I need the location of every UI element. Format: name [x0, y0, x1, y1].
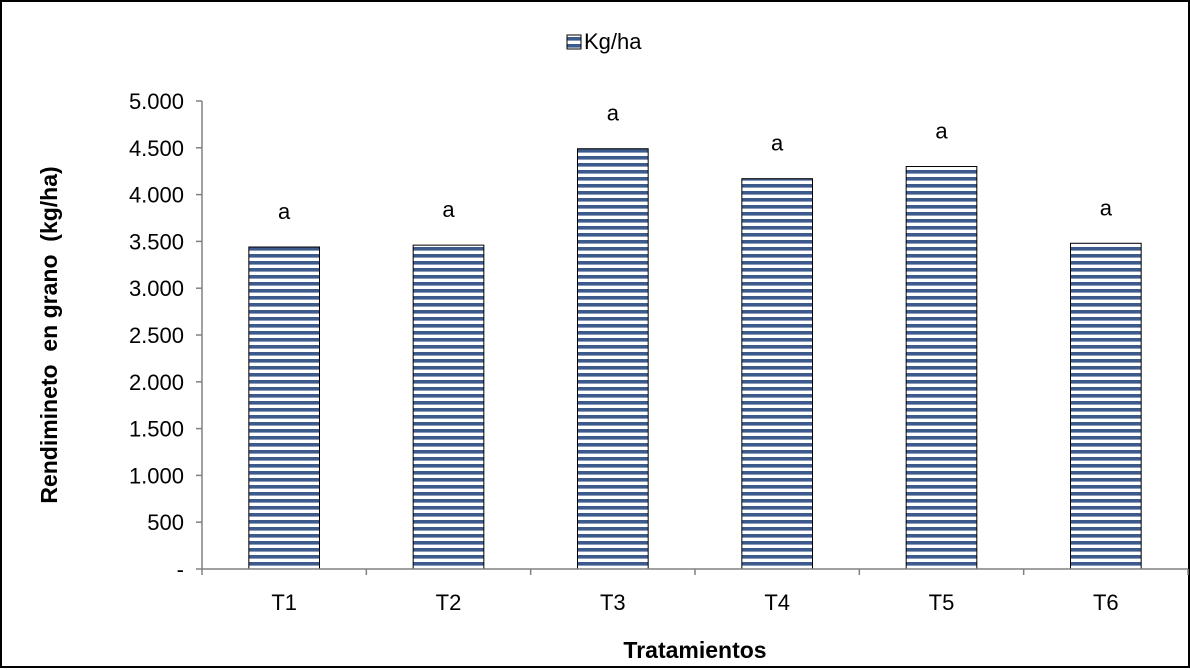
y-tick-label: 2.000: [129, 370, 184, 395]
x-tick-label: T1: [271, 590, 297, 615]
bar-t3: [577, 148, 649, 570]
y-tick-label: 1.000: [129, 463, 184, 488]
y-tick-label: 5.000: [129, 89, 184, 114]
y-tick-label: 500: [147, 510, 184, 535]
y-tick-label: 3.500: [129, 229, 184, 254]
bar-t5: [905, 166, 978, 570]
x-tick-label: T3: [600, 590, 626, 615]
significance-letters: a a a a a a: [278, 101, 1113, 224]
y-tick-label: 4.500: [129, 136, 184, 161]
y-tick-label: 4.000: [129, 183, 184, 208]
x-axis-title: Tratamientos: [623, 637, 766, 663]
x-tick-label: T2: [436, 590, 462, 615]
bar-t2: [412, 244, 485, 570]
significance-letter: a: [607, 101, 620, 126]
legend-label: Kg/ha: [584, 29, 642, 54]
y-tick-label: 2.500: [129, 323, 184, 348]
legend-swatch: [566, 34, 582, 50]
bar-t4: [741, 178, 813, 570]
y-tick-label: -: [177, 557, 184, 582]
y-tick-label: 1.500: [129, 417, 184, 442]
significance-letter: a: [1100, 195, 1113, 220]
bar-t6: [1070, 242, 1142, 570]
significance-letter: a: [771, 131, 784, 156]
x-tick-label: T5: [929, 590, 955, 615]
legend: Kg/ha: [566, 29, 642, 54]
y-tick-label: 3.000: [129, 276, 184, 301]
y-axis-ticks: - 500 1.000 1.500 2.000 2.500 3.000 3.500 4.000 4…: [129, 89, 202, 582]
bar-t1: [248, 246, 320, 570]
significance-letter: a: [935, 119, 948, 144]
bars: [248, 148, 1142, 570]
significance-letter: a: [442, 197, 455, 222]
x-tick-label: T6: [1093, 590, 1119, 615]
x-tick-label: T4: [764, 590, 790, 615]
x-axis-ticks: T1 T2 T3 T4 T5 T6: [201, 569, 1189, 615]
significance-letter: a: [278, 199, 291, 224]
y-axis-title: Rendimineto en grano (kg/ha): [36, 166, 62, 503]
